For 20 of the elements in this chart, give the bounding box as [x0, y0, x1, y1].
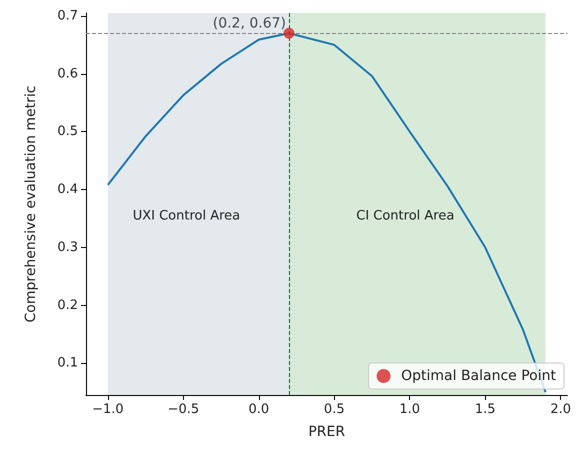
x-tick-label: 0.5	[324, 402, 345, 417]
x-axis-title: PRER	[308, 424, 346, 440]
band-label: CI Control Area	[356, 208, 454, 224]
annotation: (0.2, 0.67)	[212, 15, 286, 32]
band-label: UXI Control Area	[132, 208, 240, 224]
x-tick-label: −1.0	[92, 402, 124, 417]
y-axis-title: Comprehensive evaluation metric	[23, 86, 39, 322]
x-tick-label: 1.0	[399, 402, 420, 417]
x-tick-label: 0.0	[248, 402, 270, 417]
y-tick-label: 0.4	[57, 182, 78, 198]
legend-label: Optimal Balance Point	[401, 368, 557, 384]
y-tick-label: 0.7	[57, 8, 78, 24]
y-tick-label: 0.5	[57, 124, 78, 140]
x-tick-label: 2.0	[550, 402, 572, 417]
y-tick-label: 0.3	[57, 240, 78, 255]
y-tick-label: 0.6	[57, 66, 78, 82]
x-tick-label: 1.5	[474, 402, 496, 417]
x-tick-label: −0.5	[168, 402, 200, 417]
y-tick-label: 0.1	[57, 356, 78, 371]
y-tick-label: 0.2	[57, 298, 78, 313]
